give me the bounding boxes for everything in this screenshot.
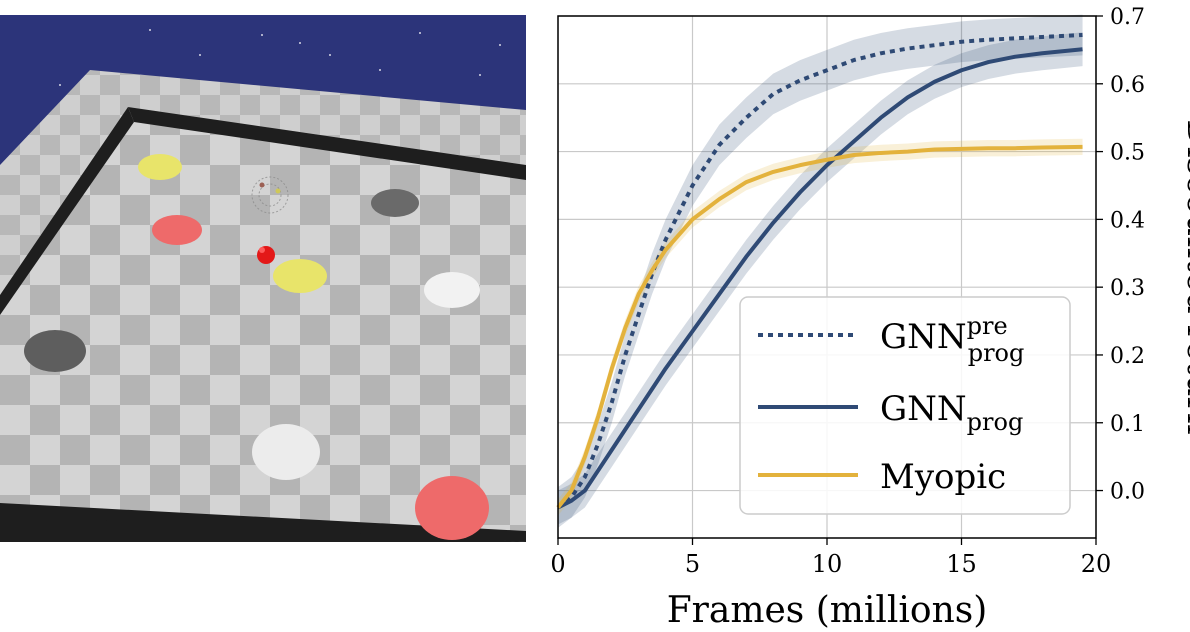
environment-render [0, 15, 526, 542]
legend-label-2: Myopic [880, 457, 1006, 497]
y-tick-label: 0.1 [1110, 412, 1145, 437]
y-tick-label: 0.3 [1110, 276, 1145, 301]
legend-label-0: GNNpre prog [880, 312, 1024, 367]
x-tick-label: 5 [685, 550, 700, 578]
yellow-disc [138, 154, 182, 180]
y-tick-label: 0.2 [1110, 344, 1145, 369]
x-tick-label: 20 [1081, 550, 1112, 578]
legend-label-1: GNNprog [880, 389, 1023, 436]
series-lines [556, 32, 1083, 510]
y-axis-label: Discounted return [1179, 119, 1190, 434]
y-tick-label: 0.4 [1110, 208, 1145, 233]
red-disc [415, 476, 489, 540]
x-axis-label: Frames (millions) [667, 590, 988, 628]
x-tick-label: 0 [550, 550, 565, 578]
dark-gray-disc [371, 189, 419, 217]
wall-left [0, 107, 134, 315]
legend-box [739, 296, 1071, 515]
yellow-disc [273, 259, 327, 293]
y-tick-label: 0.6 [1110, 73, 1145, 98]
wall-far [128, 107, 526, 180]
red-disc [152, 215, 202, 245]
y-tick-label: 0.5 [1110, 141, 1145, 166]
dark-gray-disc [24, 330, 86, 372]
environment-scene [0, 15, 526, 542]
series-line-2 [556, 144, 1083, 509]
series-line-1 [557, 47, 1083, 510]
white-disc [424, 272, 480, 308]
series-line-0 [556, 32, 1083, 510]
y-tick-label: 0.0 [1110, 480, 1145, 505]
stars [59, 29, 501, 86]
x-tick-label: 15 [946, 550, 977, 578]
white-disc [252, 424, 320, 480]
chart-panel: 0 5 10 15 20 0.0 0.1 0.2 0.3 0.4 0.5 0.6 0.7 Frames … [530, 0, 1190, 631]
y-tick-label: 0.7 [1110, 5, 1145, 30]
legend: GNNpre prog GNNprog Myopic [739, 296, 1071, 515]
return-chart: 0 5 10 15 20 0.0 0.1 0.2 0.3 0.4 0.5 0.6 0.7 Frames … [550, 5, 1190, 631]
sensor-sphere [251, 176, 289, 214]
ticks: 0 5 10 15 20 0.0 0.1 0.2 0.3 0.4 0.5 0.6 0.7 [550, 5, 1145, 578]
wall-near-strip [0, 503, 526, 542]
x-tick-label: 10 [812, 550, 843, 578]
